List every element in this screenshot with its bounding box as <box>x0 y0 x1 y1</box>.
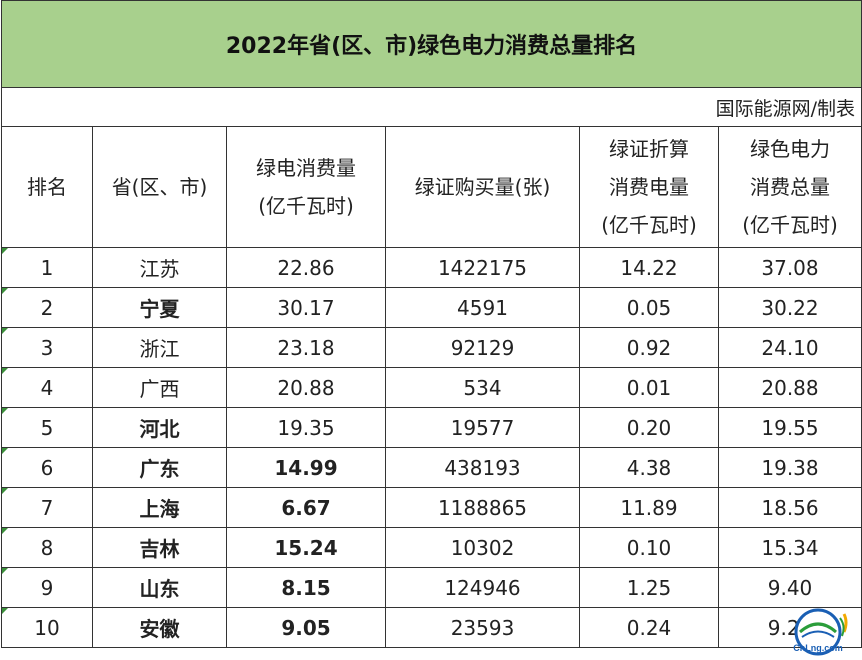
cell-green: 20.88 <box>226 367 386 408</box>
cell-rank: 10 <box>1 607 93 648</box>
cell-rank: 5 <box>1 407 93 448</box>
cell-province: 浙江 <box>92 327 227 368</box>
header-total: 绿色电力 消费总量 (亿千瓦时) <box>717 126 862 248</box>
watermark-text: CnLng.com <box>793 643 843 653</box>
table-row: 10 安徽 9.05 23593 0.24 9.29 <box>1 607 862 648</box>
table-row: 4 广西 20.88 534 0.01 20.88 <box>1 367 862 408</box>
cell-green: 19.35 <box>226 407 386 448</box>
cell-green: 6.67 <box>226 487 386 528</box>
credit-label: 国际能源网/制表 <box>0 87 862 127</box>
cell-province: 江苏 <box>92 247 227 288</box>
table-row: 6 广东 14.99 438193 4.38 19.38 <box>1 447 862 488</box>
cell-certs: 438193 <box>385 447 580 488</box>
header-green-power-line1: 绿电消费量 <box>256 156 356 180</box>
header-total-line2: 消费总量 <box>750 175 831 199</box>
cell-converted: 0.01 <box>579 367 719 408</box>
cell-green: 14.99 <box>226 447 386 488</box>
cell-converted: 1.25 <box>579 567 719 608</box>
header-province: 省(区、市) <box>92 126 227 248</box>
cell-converted: 14.22 <box>579 247 719 288</box>
cell-converted: 0.05 <box>579 287 719 328</box>
header-converted-line2: 消费电量 <box>609 175 689 199</box>
cell-converted: 0.24 <box>579 607 719 648</box>
cell-converted: 0.20 <box>579 407 719 448</box>
cell-total: 20.88 <box>717 367 862 408</box>
cell-certs: 534 <box>385 367 580 408</box>
header-total-line3: (亿千瓦时) <box>742 213 838 237</box>
cell-rank: 3 <box>1 327 93 368</box>
cell-certs: 1422175 <box>385 247 580 288</box>
cell-total: 30.22 <box>717 287 862 328</box>
cell-province: 广东 <box>92 447 227 488</box>
table-row: 9 山东 8.15 124946 1.25 9.40 <box>1 567 862 608</box>
table-row: 8 吉林 15.24 10302 0.10 15.34 <box>1 527 862 568</box>
cell-province: 广西 <box>92 367 227 408</box>
cell-converted: 11.89 <box>579 487 719 528</box>
cell-certs: 92129 <box>385 327 580 368</box>
cell-province: 宁夏 <box>92 287 227 328</box>
cell-certs: 124946 <box>385 567 580 608</box>
header-converted-line1: 绿证折算 <box>609 137 689 161</box>
cell-total: 19.55 <box>717 407 862 448</box>
cell-rank: 1 <box>1 247 93 288</box>
table-row: 2 宁夏 30.17 4591 0.05 30.22 <box>1 287 862 328</box>
table-row: 1 江苏 22.86 1422175 14.22 37.08 <box>1 247 862 288</box>
cell-certs: 4591 <box>385 287 580 328</box>
header-total-line1: 绿色电力 <box>750 137 831 161</box>
cell-converted: 0.10 <box>579 527 719 568</box>
header-row: 排名 省(区、市) 绿电消费量 (亿千瓦时) 绿证购买量(张) 绿证折算 消费电… <box>1 126 862 248</box>
cell-rank: 8 <box>1 527 93 568</box>
cell-green: 9.05 <box>226 607 386 648</box>
header-certificates: 绿证购买量(张) <box>385 126 580 248</box>
table-title: 2022年省(区、市)绿色电力消费总量排名 <box>0 0 862 88</box>
cell-green: 23.18 <box>226 327 386 368</box>
cell-total: 19.38 <box>717 447 862 488</box>
header-converted-line3: (亿千瓦时) <box>601 213 697 237</box>
table-row: 5 河北 19.35 19577 0.20 19.55 <box>1 407 862 448</box>
table-row: 3 浙江 23.18 92129 0.92 24.10 <box>1 327 862 368</box>
cell-certs: 10302 <box>385 527 580 568</box>
cell-converted: 4.38 <box>579 447 719 488</box>
cell-green: 8.15 <box>226 567 386 608</box>
cell-province: 上海 <box>92 487 227 528</box>
header-green-power-line2: (亿千瓦时) <box>258 194 354 218</box>
cell-certs: 19577 <box>385 407 580 448</box>
cell-total: 15.34 <box>717 527 862 568</box>
cell-total: 9.40 <box>717 567 862 608</box>
cell-certs: 1188865 <box>385 487 580 528</box>
header-converted: 绿证折算 消费电量 (亿千瓦时) <box>579 126 719 248</box>
cell-rank: 4 <box>1 367 93 408</box>
header-rank: 排名 <box>1 126 93 248</box>
cell-province: 山东 <box>92 567 227 608</box>
cell-province: 安徽 <box>92 607 227 648</box>
cell-province: 河北 <box>92 407 227 448</box>
table-row: 7 上海 6.67 1188865 11.89 18.56 <box>1 487 862 528</box>
cell-province: 吉林 <box>92 527 227 568</box>
cell-total: 18.56 <box>717 487 862 528</box>
cell-rank: 2 <box>1 287 93 328</box>
cell-rank: 9 <box>1 567 93 608</box>
cell-rank: 7 <box>1 487 93 528</box>
watermark-logo-icon: CnLng.com <box>793 608 848 656</box>
cell-certs: 23593 <box>385 607 580 648</box>
cell-green: 30.17 <box>226 287 386 328</box>
cell-rank: 6 <box>1 447 93 488</box>
cell-green: 22.86 <box>226 247 386 288</box>
cell-total: 37.08 <box>717 247 862 288</box>
cell-green: 15.24 <box>226 527 386 568</box>
header-green-power: 绿电消费量 (亿千瓦时) <box>226 126 386 248</box>
cell-converted: 0.92 <box>579 327 719 368</box>
cell-total: 24.10 <box>717 327 862 368</box>
